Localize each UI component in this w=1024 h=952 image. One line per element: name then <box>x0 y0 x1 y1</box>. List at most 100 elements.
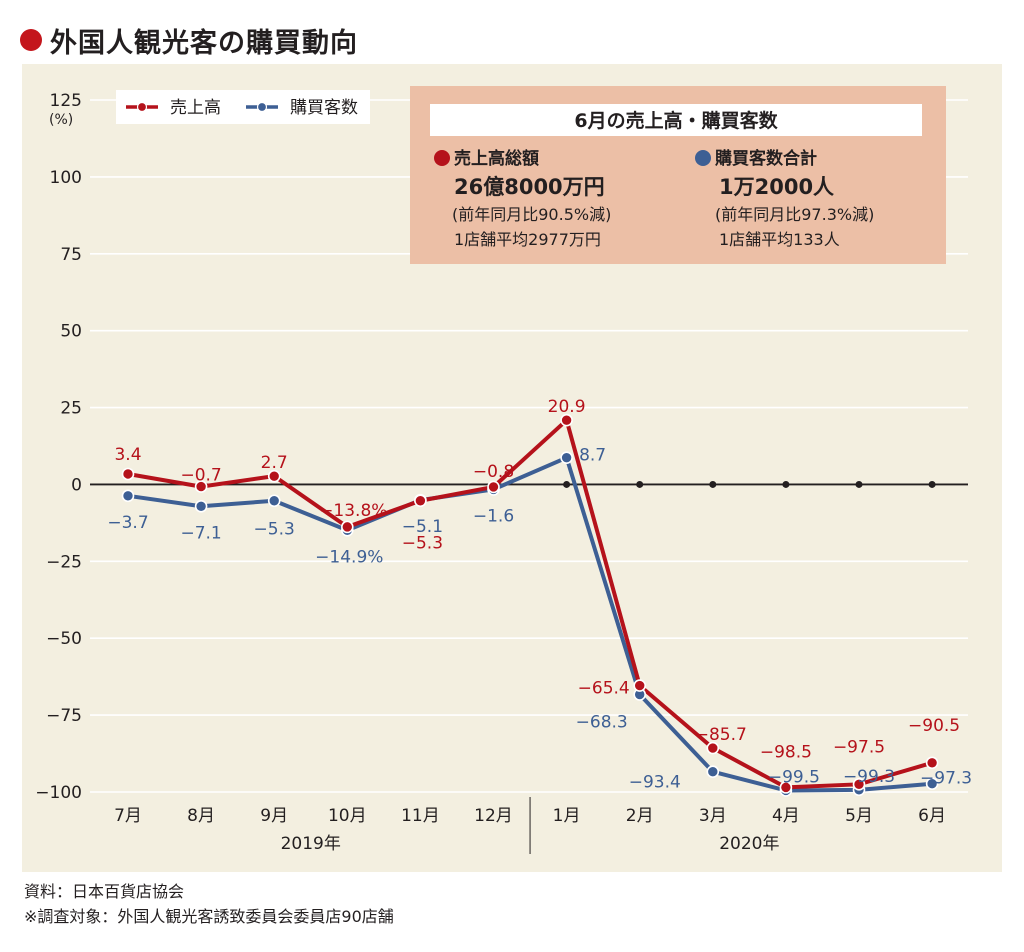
series-line-sales <box>127 418 933 790</box>
customers-avg: 1店舗平均133人 <box>719 230 840 249</box>
customers-point <box>267 494 281 508</box>
x-tick-label: 2月 <box>626 806 654 826</box>
x-tick-label: 5月 <box>845 806 873 826</box>
customers-data-label: −5.1 <box>402 517 443 537</box>
x-tick-label: 12月 <box>474 806 513 826</box>
customers-point <box>925 777 939 790</box>
customers-data-label: −7.1 <box>180 523 221 543</box>
infobox-title-bar <box>430 104 922 136</box>
y-tick-label: 75 <box>60 245 82 265</box>
sales-point <box>706 741 720 755</box>
survey-note: ※調査対象：外国人観光客誘致委員会委員店90店舗 <box>24 907 394 926</box>
sales-data-label: −98.5 <box>760 742 812 762</box>
sales-data-label: −0.8 <box>473 462 514 482</box>
customers-bullet-icon <box>695 150 711 166</box>
x-tick-label: 1月 <box>553 806 581 826</box>
sales-data-label: −13.8% <box>319 501 387 521</box>
footer: 資料：日本百貨店協会 ※調査対象：外国人観光客誘致委員会委員店90店舗 <box>24 879 394 929</box>
chart-title: 外国人観光客の購買動向 <box>50 27 358 59</box>
sales-data-label: −0.7 <box>180 466 221 486</box>
zero-axis-dot <box>855 480 863 488</box>
zero-axis-dot <box>782 480 790 488</box>
customers-point <box>121 489 135 503</box>
sales-point <box>925 756 939 770</box>
source-note: 資料：日本百貨店協会 <box>24 882 185 901</box>
year-label: 2020年 <box>719 834 779 854</box>
sales-point <box>852 778 866 791</box>
sales-data-label: 2.7 <box>261 453 288 473</box>
y-unit-label: (%) <box>49 112 73 128</box>
x-tick-label: 3月 <box>699 806 727 826</box>
infobox-title: 6月の売上高・購買客数 <box>574 109 778 132</box>
customers-data-label: −99.5 <box>768 767 820 787</box>
chart: 125 100 75 50 25 0 −25 −50 −75 −100 (%) 7月 8月 9月 10月 11… <box>35 86 972 854</box>
customers-data-label: 8.7 <box>579 446 606 466</box>
x-tick-label: 8月 <box>187 806 215 826</box>
sales-point <box>267 469 281 483</box>
sales-data-label: −65.4 <box>578 679 630 699</box>
x-tick-label: 6月 <box>918 806 946 826</box>
sales-point <box>779 781 793 794</box>
customers-data-label: −68.3 <box>576 713 628 733</box>
sales-point <box>194 480 208 493</box>
legend-box <box>116 90 370 124</box>
sales-data-label: −85.7 <box>695 725 747 745</box>
legend: 売上高 購買客数 <box>116 90 370 124</box>
sales-data-label: 3.4 <box>114 445 141 465</box>
sales-point <box>633 679 647 692</box>
series-line-customers <box>127 455 933 793</box>
customers-change: (前年同月比97.3%減) <box>715 205 874 224</box>
y-tick-label: 25 <box>60 399 82 419</box>
sales-data-label: −97.5 <box>833 737 885 757</box>
y-tick-label: −100 <box>35 783 82 803</box>
sales-data-label: −90.5 <box>908 716 960 736</box>
customers-data-label: −3.7 <box>107 513 148 533</box>
title-row: 外国人観光客の購買動向 <box>20 20 358 60</box>
legend-label: 購買客数 <box>290 98 358 118</box>
x-tick-label: 7月 <box>114 806 142 826</box>
legend-label: 売上高 <box>170 98 221 118</box>
zero-axis-dot <box>563 480 571 488</box>
labels-layer: 3.4 −0.7 2.7 −13.8% −5.3 −0.8 20.9 −65.4 −85.7 −9… <box>107 397 972 793</box>
legend-swatch-dot <box>136 101 148 113</box>
x-tick-label: 10月 <box>328 806 367 826</box>
sales-point <box>560 413 573 427</box>
customers-data-label: −93.4 <box>629 773 681 793</box>
sales-avg: 1店舗平均2977万円 <box>454 230 601 249</box>
customers-total-value: 1万2000人 <box>719 175 834 199</box>
customers-data-label: −5.3 <box>254 520 295 540</box>
grid-layer: 125 100 75 50 25 0 −25 −50 −75 −100 (%) 7月 8月 9月 10月 11… <box>35 91 968 854</box>
y-tick-label: 125 <box>50 91 82 111</box>
customers-point <box>706 765 720 779</box>
x-tick-label: 4月 <box>772 806 800 826</box>
sales-total-value: 26億8000万円 <box>454 175 605 199</box>
x-tick-label: 11月 <box>401 806 440 826</box>
y-tick-label: −75 <box>46 706 82 726</box>
y-tick-label: −50 <box>46 629 82 649</box>
customers-total-label: 購買客数合計 <box>715 148 817 169</box>
zero-axis-dot <box>709 480 717 488</box>
legend-swatch-dot <box>256 101 268 113</box>
sales-point <box>340 520 354 534</box>
customers-point <box>194 499 208 513</box>
sales-total-label: 売上高総額 <box>454 148 539 169</box>
lines-layer <box>121 413 939 797</box>
customers-data-label: −97.3 <box>920 769 972 789</box>
sales-data-label: 20.9 <box>548 397 586 417</box>
customers-point <box>560 451 573 464</box>
zero-axis-dot <box>928 480 936 488</box>
sales-point <box>487 480 500 494</box>
sales-bullet-icon <box>434 150 450 166</box>
chart-panel: 125 100 75 50 25 0 −25 −50 −75 −100 (%) 7月 8月 9月 10月 11… <box>22 64 1002 872</box>
y-tick-label: 100 <box>50 168 82 188</box>
sales-point <box>121 467 135 481</box>
sales-point <box>414 494 427 508</box>
title-bullet-icon <box>20 29 42 51</box>
zero-axis-dot <box>636 480 644 488</box>
sales-change: (前年同月比90.5%減) <box>452 205 611 224</box>
y-tick-label: 50 <box>60 322 82 342</box>
x-tick-label: 9月 <box>260 806 288 826</box>
y-tick-label: −25 <box>46 552 82 572</box>
sales-data-label: −5.3 <box>402 534 443 554</box>
